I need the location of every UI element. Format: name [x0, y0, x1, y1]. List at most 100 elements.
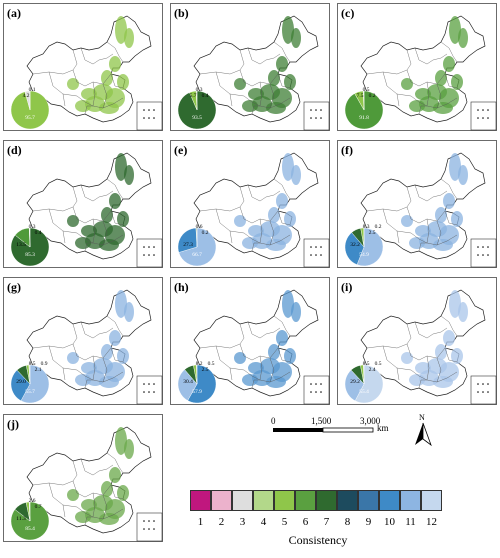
- province-boundary: [269, 357, 275, 383]
- inset-island: [477, 383, 479, 385]
- map-panel-e: 66.7 27.3 0.6 0.2 (e): [170, 140, 330, 268]
- panel-label: (i): [341, 280, 353, 294]
- north-arrow: N: [411, 413, 435, 453]
- inset-island: [153, 254, 155, 256]
- legend-class-label: 7: [323, 516, 330, 528]
- province-boundary: [444, 347, 458, 363]
- inset-island: [310, 117, 312, 119]
- forest-patch: [451, 348, 463, 364]
- pie-label: 32.2: [350, 242, 360, 248]
- province-boundary: [251, 379, 260, 389]
- pie-slice: [177, 227, 198, 253]
- forest-patch: [67, 352, 79, 364]
- province-boundary: [110, 484, 124, 500]
- panel-label: (e): [174, 143, 188, 157]
- forest-patch: [458, 165, 468, 185]
- inset-island: [477, 391, 479, 393]
- pie-label: 95.7: [25, 115, 35, 121]
- legend-swatch: [211, 490, 232, 511]
- map-graphic-h: 57.9 30.4 8.22.50.5: [177, 289, 330, 405]
- forest-patch: [81, 362, 97, 374]
- province-boundary: [76, 95, 124, 109]
- pie-slice: [28, 501, 31, 522]
- forest-patch: [234, 352, 246, 364]
- province-boundary: [32, 343, 74, 349]
- forest-patch: [115, 16, 127, 44]
- inset-island: [320, 383, 322, 385]
- inset-island: [148, 383, 150, 385]
- forest-patch: [248, 88, 264, 100]
- pie-label: 8.2: [196, 361, 203, 367]
- inset-island: [143, 391, 145, 393]
- inset-island: [482, 109, 484, 111]
- forest-patch: [81, 499, 97, 511]
- pie-slice: [356, 227, 384, 267]
- inset-island: [315, 383, 317, 385]
- province-boundary: [440, 315, 458, 337]
- pie-label: 0.9: [41, 361, 48, 367]
- province-boundary: [382, 208, 412, 234]
- forest-patch: [248, 225, 264, 237]
- pie-label: 27.3: [183, 242, 193, 248]
- panel-label: (f): [341, 143, 353, 157]
- province-boundary: [414, 321, 448, 339]
- inset-island: [148, 117, 150, 119]
- south-china-sea-inset: [470, 101, 497, 131]
- forest-patch: [443, 56, 455, 72]
- pie-label: 5.7: [190, 93, 197, 99]
- legend-class-label: 1: [197, 516, 204, 528]
- inset-island: [143, 383, 145, 385]
- province-boundary: [406, 186, 420, 224]
- forest-patch: [109, 193, 121, 209]
- panel-label: (h): [174, 280, 189, 294]
- province-boundary: [72, 323, 86, 361]
- inset-island: [153, 117, 155, 119]
- province-boundary: [414, 47, 448, 65]
- province-boundary: [251, 73, 279, 87]
- panel-label: (c): [341, 6, 355, 20]
- pie-slice: [344, 369, 365, 402]
- province-boundary: [84, 484, 112, 498]
- province-boundary: [243, 232, 291, 246]
- province-boundary: [106, 178, 124, 200]
- pie-label: 0.5: [208, 361, 215, 367]
- map-graphic-j: 85.4 11.3 2.60.7: [10, 426, 163, 542]
- province-boundary: [84, 105, 93, 115]
- province-boundary: [110, 210, 124, 226]
- inset-island: [153, 391, 155, 393]
- inset-island: [477, 246, 479, 248]
- forest-patch: [109, 467, 121, 483]
- pie-label: 7.5: [357, 93, 364, 99]
- province-boundary: [436, 357, 442, 383]
- province-boundary: [72, 460, 86, 498]
- pie-label: 2.1: [35, 367, 42, 373]
- province-boundary: [426, 81, 430, 107]
- map-graphic-g: 55.7 29.0 8.52.10.9: [10, 289, 163, 405]
- inset-island: [153, 383, 155, 385]
- province-boundary: [62, 230, 66, 244]
- forest-patch: [124, 439, 134, 459]
- pie-label: 91.8: [359, 115, 369, 121]
- forest-patch: [401, 78, 413, 90]
- forest-patch: [284, 348, 296, 364]
- pie-label: 66.7: [192, 252, 202, 258]
- pie-label: 0.3: [29, 224, 36, 230]
- province-boundary: [102, 220, 108, 246]
- forest-patch: [115, 290, 127, 318]
- inset-island: [487, 383, 489, 385]
- forest-patch: [291, 302, 301, 322]
- panel-label: (d): [7, 143, 22, 157]
- inset-island: [482, 391, 484, 393]
- inset-island: [477, 117, 479, 119]
- inset-island: [143, 520, 145, 522]
- inset-island: [310, 391, 312, 393]
- map-graphic-b: 93.5 5.70.30.4: [177, 15, 330, 131]
- forest-patch: [101, 207, 113, 223]
- inset-island: [143, 528, 145, 530]
- north-label: N: [419, 413, 425, 422]
- province-boundary: [32, 480, 74, 486]
- province-boundary: [251, 210, 279, 224]
- forest-patch: [67, 215, 79, 227]
- south-china-sea-inset: [470, 375, 497, 405]
- pie-label: 0.3: [196, 87, 203, 93]
